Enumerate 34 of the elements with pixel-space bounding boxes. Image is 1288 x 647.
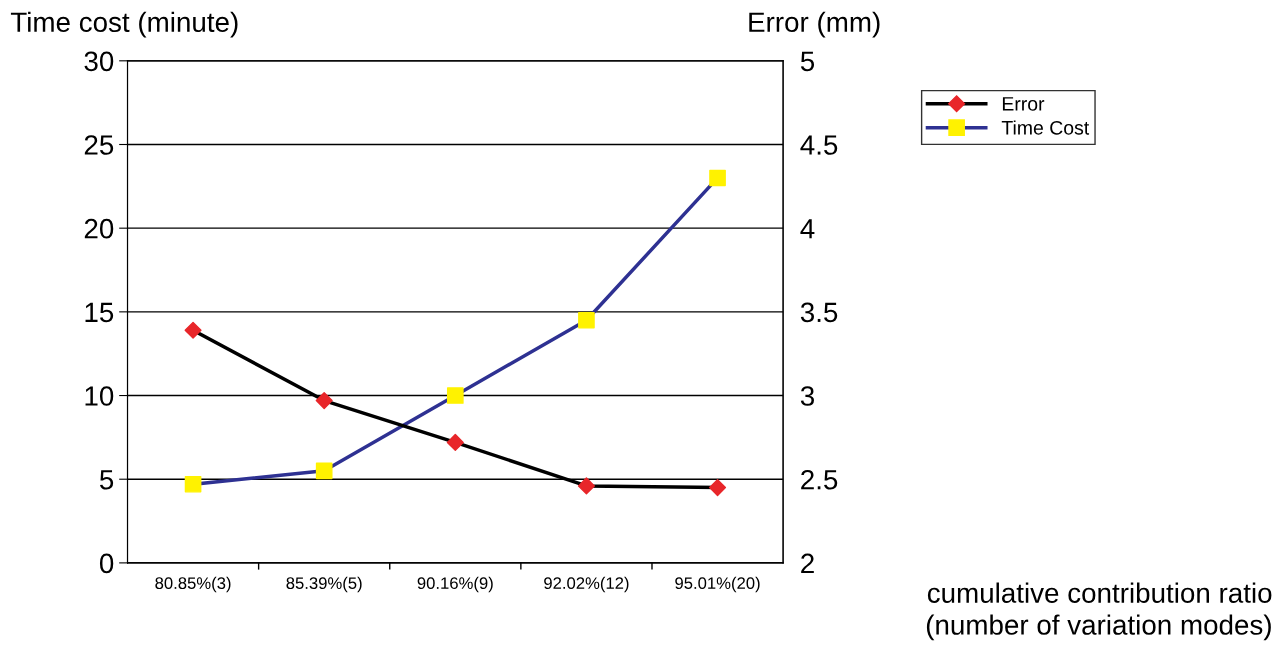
y-tick-label: 30 <box>84 51 114 72</box>
point <box>446 433 464 451</box>
x-tick-label: 80.85%(3) <box>155 576 231 593</box>
point <box>577 477 595 495</box>
legend-label: Error <box>1002 97 1045 111</box>
y2-tick-label: 3.5 <box>800 302 838 323</box>
x-axis-title: cumulative contribution ratio (number of variation modes) <box>926 582 1272 641</box>
point <box>709 169 726 187</box>
y2-tick-label: 4.5 <box>800 135 838 155</box>
x-tick-label: 92.02%(12) <box>544 576 629 593</box>
y2-tick-label: 4 <box>800 219 815 239</box>
x-tick-label: 90.16%(9) <box>417 576 493 593</box>
x-tick-label: 85.39%(5) <box>286 576 362 593</box>
point <box>315 392 333 410</box>
x-tick-label: 95.01%(20) <box>675 576 760 593</box>
y2-tick-label: 2 <box>801 553 814 573</box>
point <box>315 462 333 480</box>
y-tick-label: 5 <box>99 470 114 490</box>
point <box>446 387 464 404</box>
y-tick-label: 0 <box>99 553 114 574</box>
point <box>184 475 202 493</box>
y2-axis-title: Error (mm) <box>749 11 880 38</box>
y2-tick-label: 3 <box>800 386 814 406</box>
y2-tick-label: 5 <box>800 51 815 72</box>
y-tick-label: 25 <box>84 135 114 155</box>
y-tick-label: 20 <box>84 218 114 239</box>
point <box>708 479 727 497</box>
y-tick-label: 10 <box>85 386 114 406</box>
point <box>578 311 595 329</box>
y-axis-title: Time cost (minute) <box>10 11 238 38</box>
legend-label: Time Cost <box>1001 120 1090 135</box>
y-tick-label: 15 <box>85 302 114 323</box>
y2-tick-label: 2.5 <box>801 469 838 490</box>
point <box>184 321 202 339</box>
